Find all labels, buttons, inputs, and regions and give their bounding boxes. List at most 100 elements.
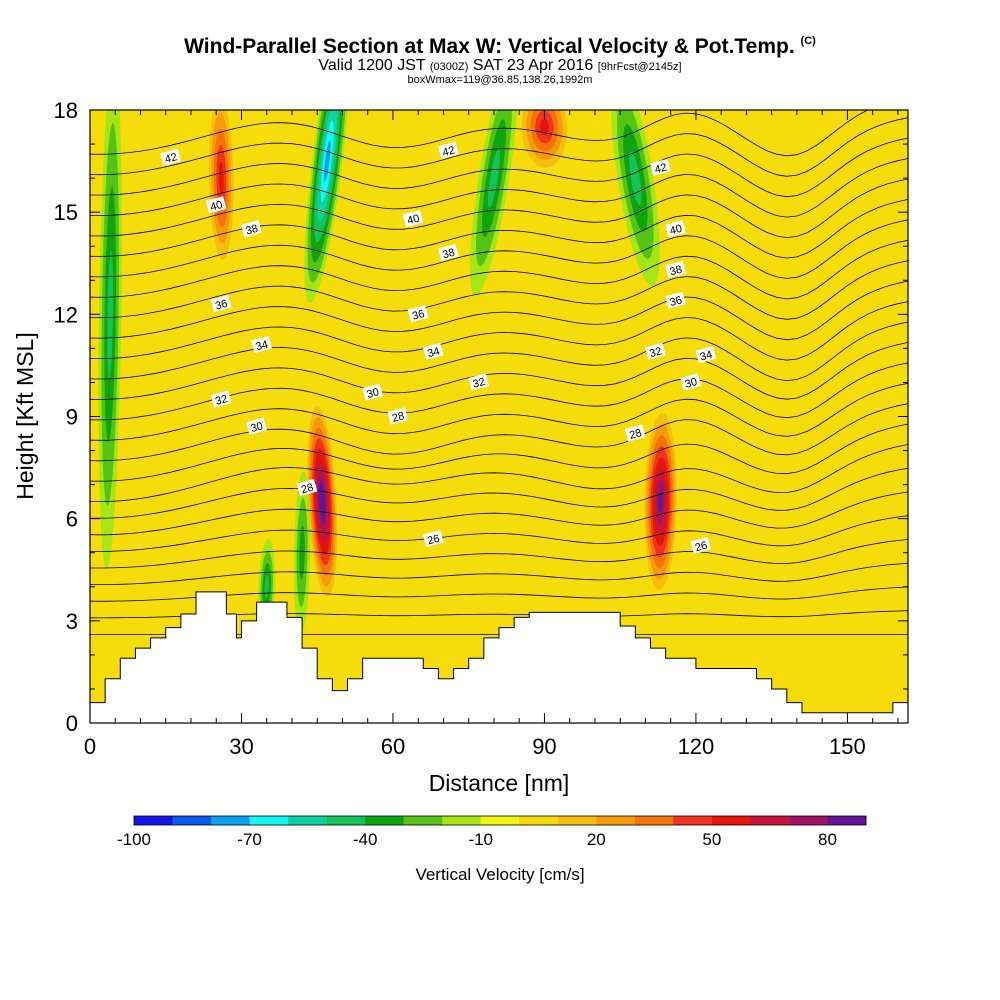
isentrope-label-text: 28 [300, 482, 315, 497]
y-tick-label: 12 [54, 302, 78, 327]
isentrope-line [90, 562, 908, 585]
isentrope-label: 36 [665, 291, 686, 309]
velocity-contour-fill [658, 490, 663, 513]
isentrope-label-text: 38 [669, 264, 684, 279]
colorbar-swatch [134, 816, 173, 825]
downdraft-cell [293, 471, 311, 635]
isentrope-label: 34 [251, 335, 272, 354]
colorbar-title: Vertical Velocity [cm/s] [415, 865, 584, 884]
colorbar-tick-label: 80 [818, 830, 837, 849]
isentrope-label: 28 [624, 424, 646, 442]
isentrope-label: 34 [695, 346, 717, 364]
isentrope-line [90, 260, 908, 320]
colorbar-swatch [711, 816, 751, 825]
isentrope-line [90, 178, 908, 239]
isentrope-line [90, 403, 908, 462]
colorbar-swatch [172, 816, 212, 825]
isentrope-label-text: 40 [669, 223, 684, 238]
colorbar-tick-label: -70 [237, 830, 262, 849]
isentrope-label: 32 [468, 373, 490, 391]
isentrope-label: 38 [665, 260, 686, 279]
y-tick-label: 18 [54, 98, 78, 123]
isentrope-label: 30 [246, 417, 267, 435]
colorbar-frame [133, 815, 867, 826]
isentrope-line [90, 137, 908, 198]
colorbar-swatch [827, 816, 867, 825]
updraft-cell [644, 413, 677, 591]
isentrope-label: 38 [241, 220, 262, 238]
y-tick-label: 0 [66, 711, 78, 736]
colorbar-swatch [596, 816, 636, 825]
colorbar-swatch [673, 816, 713, 825]
isentrope-line [90, 382, 908, 441]
isentrope-label-text: 32 [648, 345, 663, 360]
y-tick-label: 3 [66, 609, 78, 634]
isentrope-label: 42 [650, 158, 671, 176]
isentrope-label-text: 30 [249, 420, 264, 435]
isentrope-label: 26 [690, 536, 712, 554]
isentrope-label-text: 34 [426, 345, 441, 360]
x-tick-label: 90 [532, 734, 556, 759]
isentrope-line [90, 423, 908, 482]
isentrope-line [90, 342, 908, 400]
y-axis-title: Height [Kft MSL] [12, 332, 38, 499]
isentrope-line [90, 199, 908, 259]
isentrope-line [90, 321, 908, 382]
isentrope-line [90, 444, 908, 503]
colorbar-tick-label: -40 [353, 830, 378, 849]
colorbar-tick-label: 50 [702, 830, 721, 849]
velocity-contour-fill [107, 250, 114, 379]
isentrope-label-text: 30 [684, 376, 699, 391]
isentrope-label-text: 40 [209, 199, 224, 214]
box-info-line: boxWmax=119@36.85,138.26,1992m [407, 74, 593, 86]
isentrope-label: 30 [680, 373, 702, 391]
isentrope-label-text: 32 [214, 393, 229, 408]
x-axis-title: Distance [nm] [429, 770, 570, 796]
isentrope-label-text: 42 [164, 151, 179, 166]
isentrope-label-text: 28 [391, 410, 406, 425]
isentrope-line [90, 280, 908, 341]
colorbar-tick-label: -10 [468, 830, 493, 849]
isentrope-label-text: 36 [411, 308, 426, 323]
colorbar-swatch [326, 816, 366, 825]
isentrope-label-text: 30 [366, 386, 381, 401]
isentrope-label: 32 [210, 390, 232, 408]
colorbar-swatch [519, 816, 559, 825]
colorbar: -100 -70 -40 -10 20 50 80 [117, 815, 867, 849]
chart-title: Wind-Parallel Section at Max W: Vertical… [184, 35, 816, 58]
isentrope-label: 28 [296, 478, 318, 497]
colorbar-swatch [211, 816, 250, 825]
colorbar-swatch [788, 816, 828, 825]
isentrope-label-text: 26 [426, 533, 441, 548]
isentrope-line [90, 539, 908, 569]
isentrope-label: 40 [665, 220, 686, 238]
colorbar-swatch [365, 816, 404, 825]
isentrope-label: 40 [402, 209, 424, 228]
colorbar-swatch [480, 816, 520, 825]
x-tick-label: 0 [84, 734, 96, 759]
isentrope-label-text: 38 [441, 247, 456, 262]
valid-time-line: Valid 1200 JST (0300Z) SAT 23 Apr 2016 [… [318, 57, 682, 74]
velocity-contour-fill [299, 525, 305, 580]
isentrope-line [90, 158, 908, 218]
colorbar-swatch [442, 816, 482, 825]
isentrope-label-text: 40 [406, 213, 421, 228]
isentrope-label: 28 [387, 407, 409, 425]
velocity-contour-fill [218, 161, 224, 195]
isentrope-label-text: 36 [214, 298, 229, 313]
velocity-contour-fill [539, 118, 549, 136]
isentrope-label: 32 [645, 342, 666, 360]
isentrope-label-text: 34 [254, 339, 269, 354]
velocity-contour-fill [487, 148, 500, 208]
isentrope-line [90, 515, 908, 552]
isentrope-line [90, 301, 908, 361]
downdraft-cell [98, 110, 122, 570]
x-tick-label: 60 [381, 734, 405, 759]
colorbar-swatch [750, 816, 790, 825]
x-tick-label: 150 [829, 734, 866, 759]
colorbar-swatch [403, 816, 443, 825]
velocity-contour-fill [320, 491, 324, 513]
terrain-profile [90, 591, 908, 723]
